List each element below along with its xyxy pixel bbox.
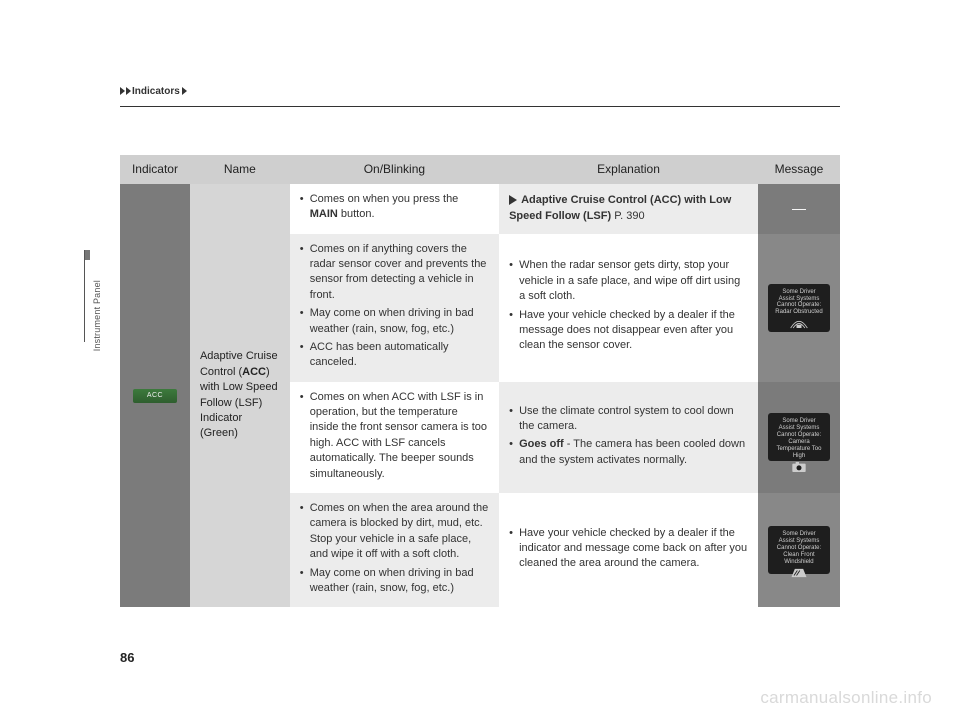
explanation-cell: Have your vehicle checked by a dealer if… bbox=[499, 493, 758, 607]
col-header-explanation: Explanation bbox=[499, 155, 758, 184]
list-item: Goes off - The camera has been cooled do… bbox=[509, 437, 748, 468]
breadcrumb-section: Indicators bbox=[132, 86, 180, 97]
onblink-cell: Comes on when the area around the camera… bbox=[290, 493, 499, 607]
message-icon bbox=[771, 460, 827, 474]
chevron-right-icon bbox=[182, 87, 187, 95]
list-item: Use the climate control system to cool d… bbox=[509, 404, 748, 435]
list-item: Comes on when you press the MAIN button. bbox=[300, 192, 489, 223]
col-header-onblink: On/Blinking bbox=[290, 155, 499, 184]
no-message-dash: — bbox=[792, 200, 806, 216]
header-rule bbox=[120, 106, 840, 107]
watermark-text: carmanualsonline.info bbox=[760, 688, 932, 708]
list-item: Comes on when ACC with LSF is in operati… bbox=[300, 390, 489, 482]
message-cell: Some DriverAssist SystemsCannot Operate:… bbox=[758, 234, 840, 382]
chevron-right-icon bbox=[120, 87, 125, 95]
dash-message-box: Some DriverAssist SystemsCannot Operate:… bbox=[768, 413, 830, 461]
breadcrumb: Indicators bbox=[120, 86, 188, 97]
list-item: Have your vehicle checked by a dealer if… bbox=[509, 526, 748, 572]
dash-message-box: Some DriverAssist SystemsCannot Operate:… bbox=[768, 526, 830, 574]
message-icon bbox=[771, 566, 827, 580]
side-section-label: Instrument Panel bbox=[92, 280, 102, 351]
message-cell: Some DriverAssist SystemsCannot Operate:… bbox=[758, 493, 840, 607]
reference-arrow-icon bbox=[509, 195, 517, 205]
col-header-indicator: Indicator bbox=[120, 155, 190, 184]
table-row: ACCAdaptive Cruise Control (ACC) with Lo… bbox=[120, 184, 840, 234]
onblink-cell: Comes on when you press the MAIN button. bbox=[290, 184, 499, 234]
onblink-cell: Comes on when ACC with LSF is in operati… bbox=[290, 382, 499, 493]
message-cell: — bbox=[758, 184, 840, 234]
list-item: ACC has been automatically canceled. bbox=[300, 340, 489, 371]
table-header-row: Indicator Name On/Blinking Explanation M… bbox=[120, 155, 840, 184]
list-item: May come on when driving in bad weather … bbox=[300, 566, 489, 597]
message-cell: Some DriverAssist SystemsCannot Operate:… bbox=[758, 382, 840, 493]
explanation-cell: Adaptive Cruise Control (ACC) with Low S… bbox=[499, 184, 758, 234]
indicators-table: Indicator Name On/Blinking Explanation M… bbox=[120, 155, 840, 607]
list-item: Comes on when the area around the camera… bbox=[300, 501, 489, 563]
page-number: 86 bbox=[120, 650, 134, 665]
col-header-message: Message bbox=[758, 155, 840, 184]
acc-indicator-icon: ACC bbox=[133, 389, 177, 403]
list-item: When the radar sensor gets dirty, stop y… bbox=[509, 258, 748, 304]
list-item: Comes on if anything covers the radar se… bbox=[300, 242, 489, 304]
dash-message-box: Some DriverAssist SystemsCannot Operate:… bbox=[768, 284, 830, 332]
list-item: May come on when driving in bad weather … bbox=[300, 306, 489, 337]
explanation-cell: Use the climate control system to cool d… bbox=[499, 382, 758, 493]
onblink-cell: Comes on if anything covers the radar se… bbox=[290, 234, 499, 382]
side-tab-line bbox=[84, 250, 85, 342]
chevron-right-icon bbox=[126, 87, 131, 95]
name-cell: Adaptive Cruise Control (ACC) with Low S… bbox=[190, 184, 290, 608]
explanation-cell: When the radar sensor gets dirty, stop y… bbox=[499, 234, 758, 382]
indicator-cell: ACC bbox=[120, 184, 190, 608]
list-item: Have your vehicle checked by a dealer if… bbox=[509, 308, 748, 354]
col-header-name: Name bbox=[190, 155, 290, 184]
message-icon bbox=[771, 316, 827, 330]
